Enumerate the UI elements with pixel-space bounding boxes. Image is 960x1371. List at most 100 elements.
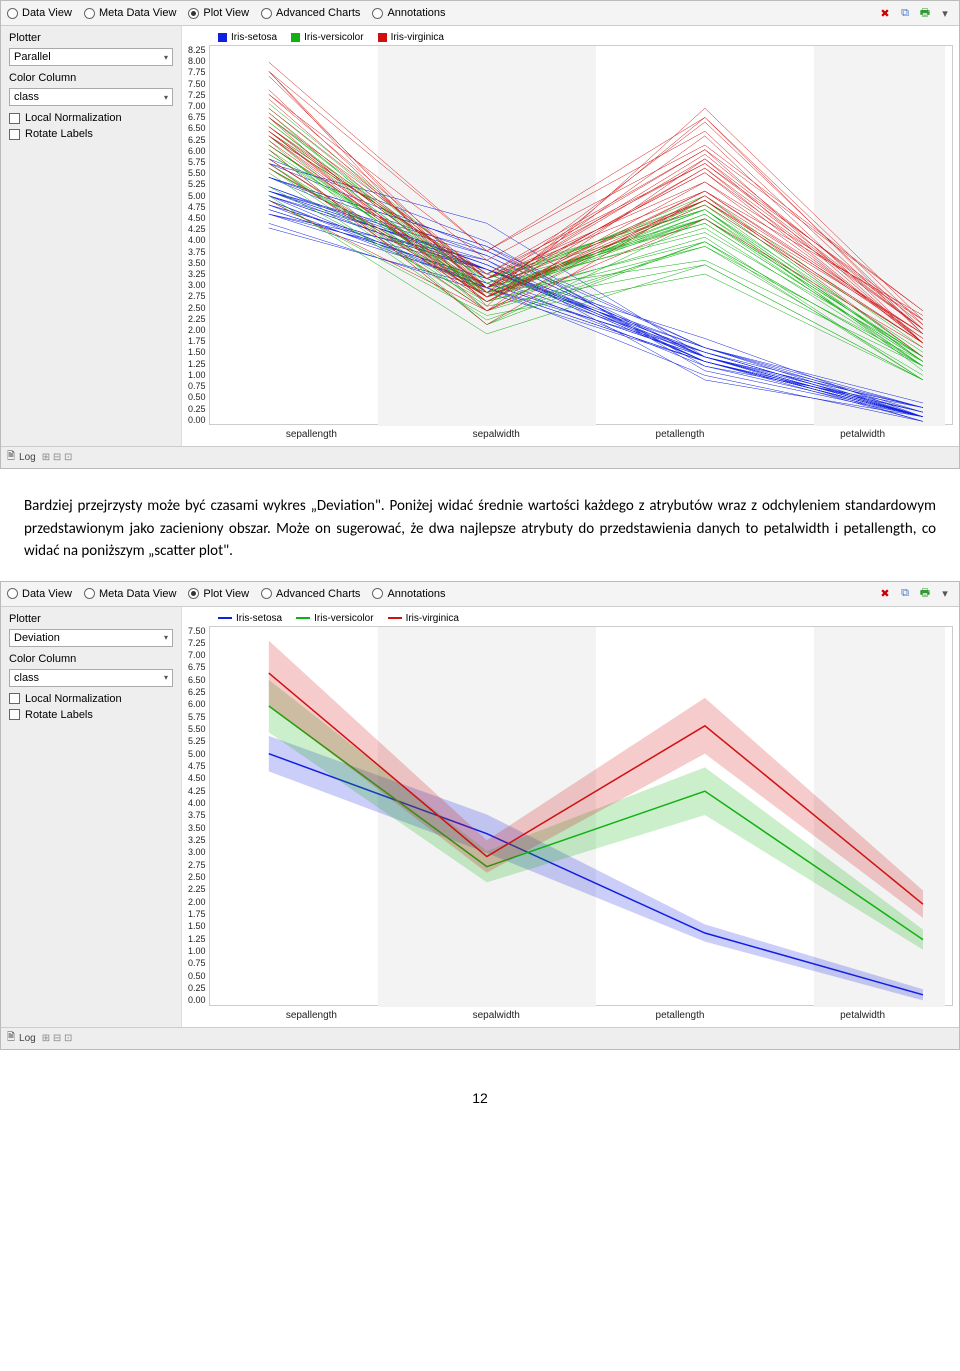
footer-icons: ⊞ ⊟ ⊡: [42, 452, 73, 463]
plotter-dropdown[interactable]: Deviation ▾: [9, 629, 173, 647]
y-tick-label: 4.75: [188, 761, 206, 771]
y-tick-label: 7.50: [188, 626, 206, 636]
y-tick-label: 0.50: [188, 971, 206, 981]
copy-icon[interactable]: ⧉: [897, 586, 913, 602]
y-tick-label: 6.25: [188, 135, 206, 145]
y-tick-label: 3.00: [188, 847, 206, 857]
y-tick-label: 5.00: [188, 191, 206, 201]
y-tick-label: 1.50: [188, 347, 206, 357]
y-tick-label: 3.75: [188, 247, 206, 257]
y-tick-label: 5.75: [188, 157, 206, 167]
radio-icon: [372, 8, 383, 19]
y-tick-label: 6.00: [188, 699, 206, 709]
tab-data-view[interactable]: Data View: [7, 7, 72, 19]
radio-icon: [261, 588, 272, 599]
legend-swatch-icon: [388, 617, 402, 619]
rotate-labels-checkbox[interactable]: Rotate Labels: [9, 128, 173, 140]
tab-label: Data View: [22, 7, 72, 19]
y-tick-label: 0.75: [188, 381, 206, 391]
y-tick-label: 3.00: [188, 280, 206, 290]
legend-item: Iris-virginica: [388, 613, 459, 624]
y-tick-label: 1.50: [188, 921, 206, 931]
x-axis: sepallengthsepalwidthpetallengthpetalwid…: [218, 1010, 953, 1021]
checkbox-icon: [9, 693, 20, 704]
tab-meta-data-view[interactable]: Meta Data View: [84, 588, 176, 600]
close-icon[interactable]: ✖: [877, 5, 893, 21]
rotate-labels-checkbox[interactable]: Rotate Labels: [9, 709, 173, 721]
y-tick-label: 7.00: [188, 101, 206, 111]
tab-data-view[interactable]: Data View: [7, 588, 72, 600]
y-tick-label: 4.00: [188, 798, 206, 808]
local-normalization-checkbox[interactable]: Local Normalization: [9, 693, 173, 705]
y-tick-label: 1.25: [188, 934, 206, 944]
tab-annotations[interactable]: Annotations: [372, 7, 445, 19]
y-tick-label: 2.25: [188, 314, 206, 324]
copy-icon[interactable]: ⧉: [897, 5, 913, 21]
rotate-labels-label: Rotate Labels: [25, 128, 93, 140]
plotter-label: Plotter: [9, 32, 173, 44]
y-tick-label: 0.50: [188, 392, 206, 402]
color-column-dropdown[interactable]: class ▾: [9, 88, 173, 106]
legend-label: Iris-virginica: [391, 32, 444, 43]
color-column-label: Color Column: [9, 653, 173, 665]
y-tick-label: 4.50: [188, 773, 206, 783]
y-tick-label: 0.75: [188, 958, 206, 968]
x-tick-label: sepalwidth: [473, 1010, 520, 1021]
tab-plot-view[interactable]: Plot View: [188, 588, 249, 600]
y-tick-label: 7.25: [188, 638, 206, 648]
y-tick-label: 6.50: [188, 675, 206, 685]
legend-item: Iris-setosa: [218, 613, 282, 624]
radio-icon: [84, 8, 95, 19]
y-tick-label: 3.25: [188, 269, 206, 279]
radio-icon: [188, 8, 199, 19]
legend-label: Iris-setosa: [231, 32, 277, 43]
chevron-down-icon: ▾: [164, 93, 168, 102]
y-tick-label: 3.75: [188, 810, 206, 820]
x-axis: sepallengthsepalwidthpetallengthpetalwid…: [218, 429, 953, 440]
plot-panel-deviation: Data View Meta Data View Plot View Advanced…: [0, 581, 960, 1050]
radio-icon: [372, 588, 383, 599]
y-tick-label: 0.25: [188, 983, 206, 993]
y-tick-label: 3.50: [188, 258, 206, 268]
y-tick-label: 5.00: [188, 749, 206, 759]
y-tick-label: 6.75: [188, 662, 206, 672]
plotter-value: Parallel: [14, 51, 164, 63]
legend-item: Iris-setosa: [218, 32, 277, 43]
tab-plot-view[interactable]: Plot View: [188, 7, 249, 19]
tab-advanced-charts[interactable]: Advanced Charts: [261, 7, 360, 19]
tab-advanced-charts[interactable]: Advanced Charts: [261, 588, 360, 600]
legend-swatch-icon: [291, 33, 300, 42]
y-tick-label: 4.75: [188, 202, 206, 212]
tab-label: Advanced Charts: [276, 7, 360, 19]
y-tick-label: 1.75: [188, 909, 206, 919]
plot-panel-parallel: Data View Meta Data View Plot View Advanced…: [0, 0, 960, 469]
tab-label: Annotations: [387, 7, 445, 19]
y-tick-label: 4.25: [188, 786, 206, 796]
plotter-dropdown[interactable]: Parallel ▾: [9, 48, 173, 66]
y-tick-label: 1.00: [188, 370, 206, 380]
print-icon[interactable]: 🖶: [917, 5, 933, 21]
tab-label: Meta Data View: [99, 588, 176, 600]
menu-icon[interactable]: ▾: [937, 586, 953, 602]
local-normalization-checkbox[interactable]: Local Normalization: [9, 112, 173, 124]
radio-icon: [7, 588, 18, 599]
color-column-value: class: [14, 91, 164, 103]
x-tick-label: sepalwidth: [473, 429, 520, 440]
y-axis: 7.507.257.006.756.506.256.005.755.505.25…: [188, 626, 209, 1006]
tab-meta-data-view[interactable]: Meta Data View: [84, 7, 176, 19]
color-column-dropdown[interactable]: class ▾: [9, 669, 173, 687]
log-label: Log: [19, 452, 36, 463]
tab-annotations[interactable]: Annotations: [372, 588, 445, 600]
y-tick-label: 3.50: [188, 823, 206, 833]
chart-legend: Iris-setosaIris-versicolorIris-virginica: [218, 613, 953, 624]
log-label: Log: [19, 1033, 36, 1044]
plotter-value: Deviation: [14, 632, 164, 644]
y-tick-label: 7.50: [188, 79, 206, 89]
log-icon: 🗎: [7, 449, 15, 466]
y-tick-label: 8.00: [188, 56, 206, 66]
y-tick-label: 4.50: [188, 213, 206, 223]
print-icon[interactable]: 🖶: [917, 586, 933, 602]
close-icon[interactable]: ✖: [877, 586, 893, 602]
menu-icon[interactable]: ▾: [937, 5, 953, 21]
y-tick-label: 2.25: [188, 884, 206, 894]
